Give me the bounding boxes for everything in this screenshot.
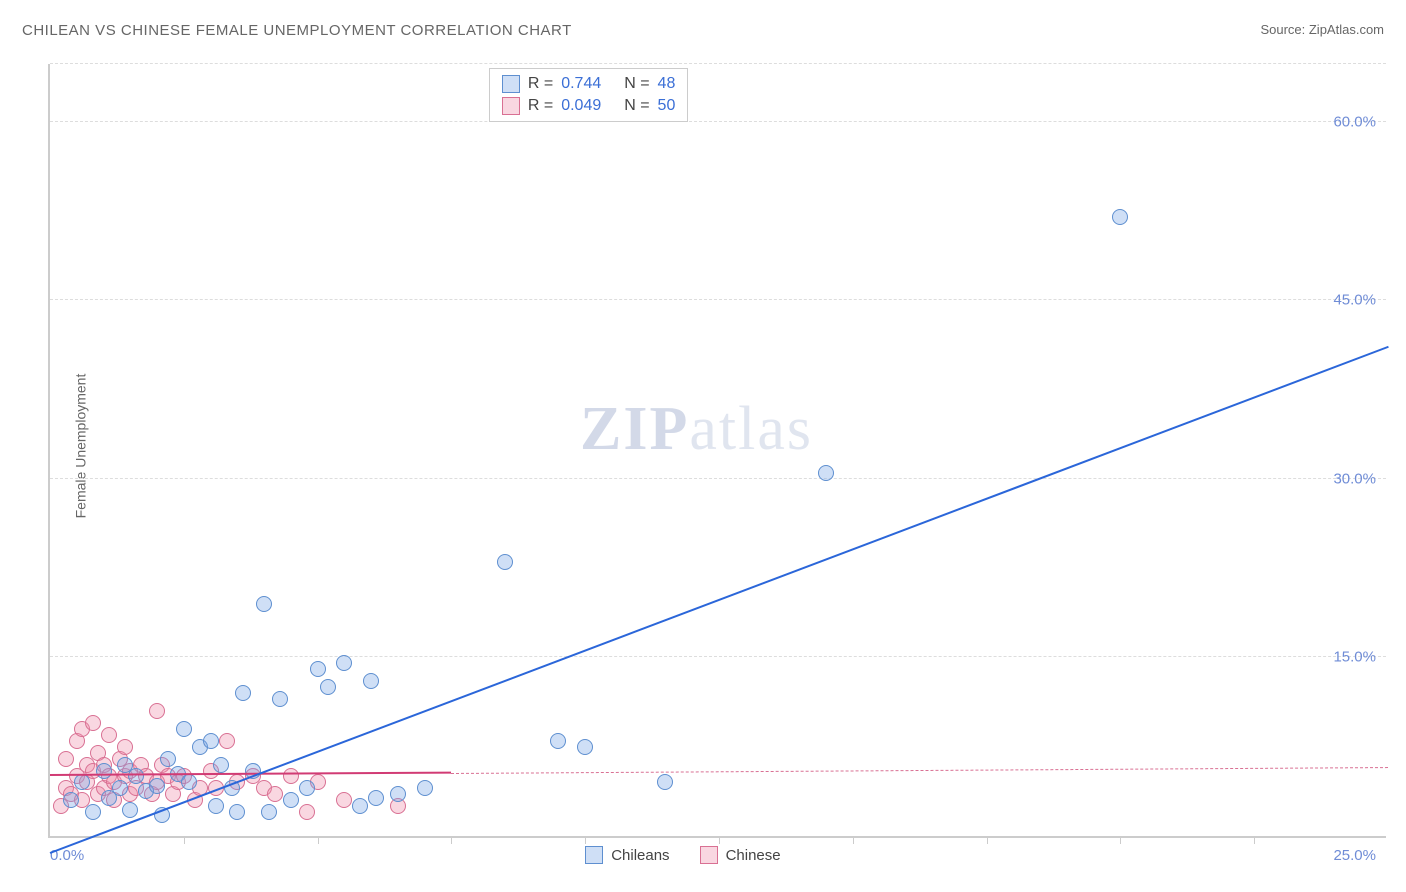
legend-swatch [585,846,603,864]
legend-item: Chileans [585,846,669,864]
point-chilean [176,721,192,737]
series-legend: Chileans Chinese [585,846,780,864]
point-chilean [336,655,352,671]
point-chilean [122,802,138,818]
chart-title: CHILEAN VS CHINESE FEMALE UNEMPLOYMENT C… [22,22,572,39]
point-chilean [577,739,593,755]
x-tick-label: 25.0% [1333,847,1376,864]
x-tick [719,836,720,844]
point-chilean [818,465,834,481]
n-label: N = [624,97,649,115]
legend-row: R = 0.744 N = 48 [502,75,675,93]
legend-label: Chinese [726,847,781,864]
source-label: Source: ZipAtlas.com [1260,22,1384,37]
plot-area: ZIPatlas 15.0%30.0%45.0%60.0%0.0%25.0%R … [48,64,1386,838]
x-tick [853,836,854,844]
point-chinese [267,786,283,802]
y-tick-label: 15.0% [1333,649,1376,666]
point-chilean [320,679,336,695]
point-chilean [299,780,315,796]
x-tick [1254,836,1255,844]
point-chinese [283,768,299,784]
legend-label: Chileans [611,847,669,864]
point-chilean [261,804,277,820]
point-chilean [550,733,566,749]
trendline-chinese-dash [451,767,1388,774]
point-chilean [181,774,197,790]
point-chilean [63,792,79,808]
r-value: 0.049 [561,97,616,115]
point-chilean [363,673,379,689]
legend-swatch [502,75,520,93]
r-label: R = [528,97,553,115]
gridline [50,478,1386,479]
point-chilean [74,774,90,790]
r-label: R = [528,75,553,93]
point-chinese [101,727,117,743]
x-tick [1120,836,1121,844]
gridline [50,63,1386,64]
point-chilean [149,778,165,794]
point-chilean [390,786,406,802]
point-chilean [203,733,219,749]
point-chilean [229,804,245,820]
point-chinese [219,733,235,749]
legend-swatch [502,97,520,115]
chart-container: CHILEAN VS CHINESE FEMALE UNEMPLOYMENT C… [0,0,1406,892]
y-tick-label: 45.0% [1333,292,1376,309]
point-chilean [497,554,513,570]
y-tick-label: 60.0% [1333,113,1376,130]
gridline [50,299,1386,300]
point-chilean [1112,209,1128,225]
point-chilean [368,790,384,806]
x-tick [585,836,586,844]
n-value: 50 [658,97,676,115]
legend-row: R = 0.049 N = 50 [502,97,675,115]
point-chinese [149,703,165,719]
x-tick [318,836,319,844]
point-chilean [657,774,673,790]
x-tick [184,836,185,844]
n-label: N = [624,75,649,93]
gridline [50,656,1386,657]
legend-item: Chinese [700,846,781,864]
x-tick [451,836,452,844]
point-chilean [235,685,251,701]
point-chinese [85,715,101,731]
x-tick [987,836,988,844]
point-chilean [310,661,326,677]
point-chilean [96,763,112,779]
legend-swatch [700,846,718,864]
point-chilean [208,798,224,814]
watermark: ZIPatlas [580,394,813,465]
point-chinese [299,804,315,820]
point-chilean [213,757,229,773]
point-chilean [85,804,101,820]
point-chilean [256,596,272,612]
point-chilean [160,751,176,767]
correlation-legend: R = 0.744 N = 48 R = 0.049 N = 50 [489,68,688,122]
trendline-chilean [50,346,1389,854]
n-value: 48 [658,75,676,93]
r-value: 0.744 [561,75,616,93]
point-chinese [336,792,352,808]
y-tick-label: 30.0% [1333,470,1376,487]
gridline [50,121,1386,122]
point-chilean [417,780,433,796]
point-chinese [58,751,74,767]
point-chilean [283,792,299,808]
point-chilean [272,691,288,707]
point-chilean [128,768,144,784]
point-chilean [352,798,368,814]
point-chilean [112,780,128,796]
point-chinese [117,739,133,755]
